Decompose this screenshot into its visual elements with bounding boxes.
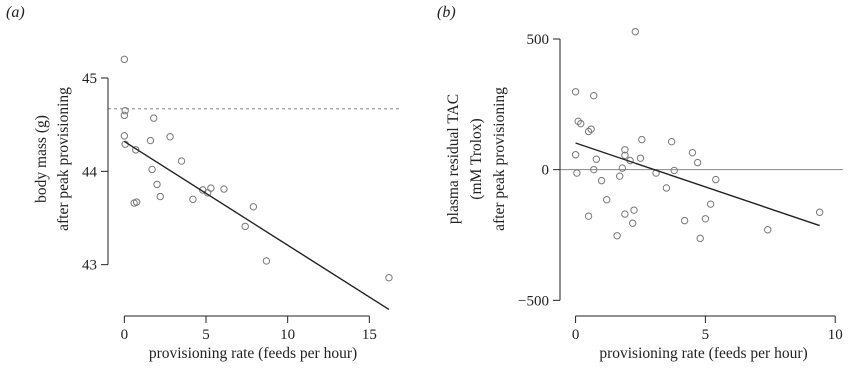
data-point [584, 127, 593, 136]
x-axis-label: provisioning rate (feeds per hour) [599, 345, 807, 362]
data-point [630, 206, 638, 214]
y-tick-label: −500 [518, 293, 549, 309]
data-point [166, 133, 174, 141]
panel-label: (a) [6, 4, 25, 21]
data-point [207, 184, 215, 192]
data-point [696, 234, 704, 243]
data-point [603, 196, 611, 204]
x-tick-label: 15 [362, 327, 377, 343]
data-point [150, 114, 158, 122]
data-point [613, 232, 621, 240]
data-point [241, 222, 249, 231]
trend-line [575, 142, 820, 227]
data-point [618, 164, 627, 172]
data-point [662, 184, 671, 192]
y-axis-label: plasma residual TAC [445, 94, 462, 224]
data-point [132, 198, 141, 206]
data-point [220, 185, 228, 193]
x-tick-label: 0 [121, 327, 129, 343]
data-point [177, 157, 186, 165]
data-point [815, 208, 824, 216]
trend-line [123, 140, 390, 311]
y-axis-label: body mass (g) [33, 115, 50, 203]
data-point [249, 203, 258, 211]
data-point [584, 212, 593, 220]
data-point [385, 274, 393, 282]
y-axis-label: (mM Trolox) [468, 118, 485, 199]
data-point [120, 111, 129, 120]
data-point [636, 154, 645, 162]
data-point [680, 216, 689, 225]
x-tick-label: 5 [202, 327, 210, 343]
x-tick-label: 0 [572, 327, 580, 343]
x-tick-label: 5 [702, 327, 710, 343]
data-point [132, 146, 140, 154]
data-point [590, 165, 598, 174]
data-point [688, 148, 697, 157]
x-tick-label: 10 [828, 327, 843, 343]
panel-b: (b) −500 0 500 0 5 10 provisioning rate (feeds … [437, 4, 843, 362]
data-point [712, 175, 720, 184]
data-point [574, 117, 582, 126]
data-point [590, 91, 598, 100]
data-point [573, 169, 581, 177]
data-point [156, 192, 164, 201]
x-tick-label: 10 [280, 327, 295, 343]
x-axis-label: provisioning rate (feeds per hour) [149, 345, 357, 362]
data-point [670, 166, 678, 175]
data-point [706, 200, 715, 208]
data-point [571, 88, 580, 96]
data-point [121, 106, 129, 115]
data-point [262, 257, 271, 265]
y-tick-label: 500 [527, 32, 550, 48]
data-point [597, 176, 606, 185]
data-point [631, 27, 639, 36]
y-axis-label: after peak provisioning [491, 87, 508, 231]
data-point [120, 132, 129, 140]
data-point [764, 226, 772, 234]
data-point [616, 172, 624, 180]
y-tick-label: 44 [82, 164, 98, 180]
data-point [146, 136, 155, 145]
y-axis-label: after peak provisioning [55, 87, 72, 231]
panel-label: (b) [437, 4, 456, 21]
data-point [638, 135, 646, 144]
data-point [120, 55, 129, 64]
panel-a: (a) 43 44 45 0 5 10 15 provisioning rate (feeds … [6, 4, 402, 362]
y-tick-label: 43 [82, 258, 97, 274]
data-point [577, 119, 585, 128]
data-point [587, 125, 595, 133]
data-point [571, 151, 580, 159]
data-point [153, 180, 161, 189]
y-tick-label: 45 [82, 71, 97, 87]
data-point [621, 146, 629, 154]
data-point [621, 210, 629, 218]
y-tick-label: 0 [542, 163, 550, 179]
data-point [701, 215, 710, 223]
data-point [148, 165, 156, 174]
data-point [628, 219, 637, 227]
data-point [693, 158, 702, 167]
data-point [592, 155, 601, 163]
data-point [621, 151, 629, 159]
data-point [667, 137, 676, 146]
data-point [189, 195, 197, 204]
